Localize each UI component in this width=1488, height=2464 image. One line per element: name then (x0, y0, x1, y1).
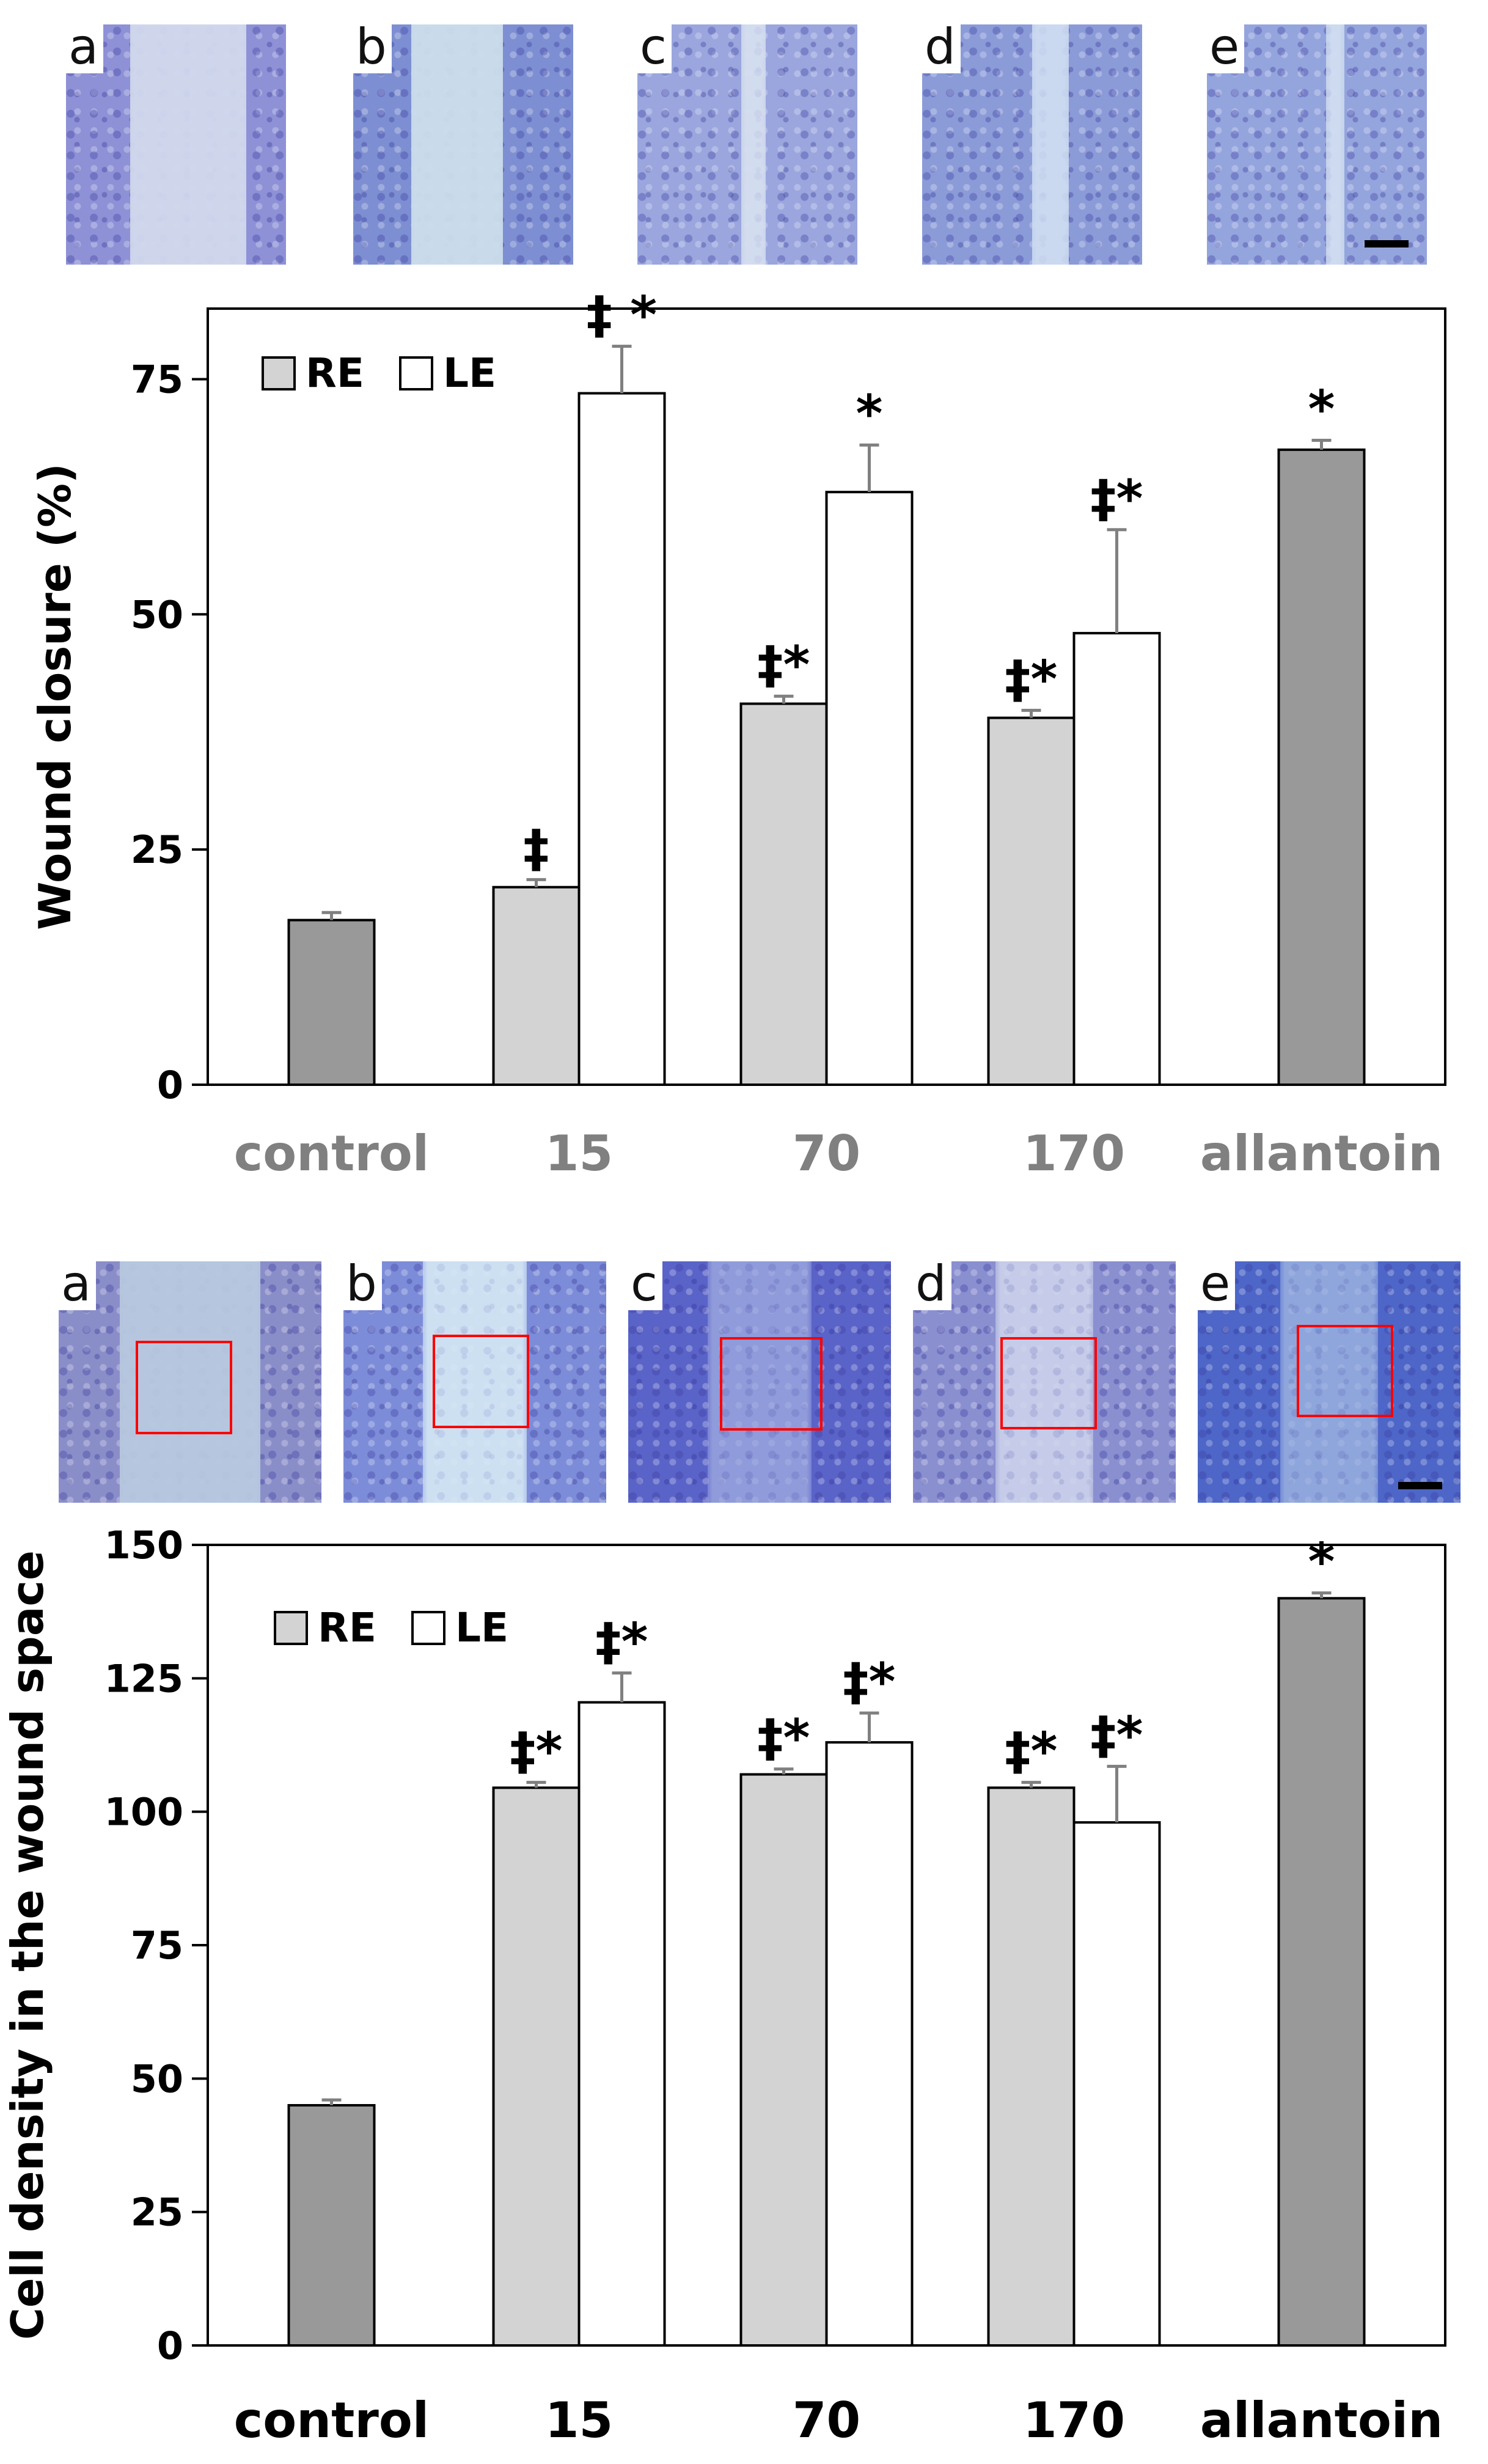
control-bar (287, 2104, 376, 2347)
x-category-label: control (234, 1125, 429, 1182)
significance-marker: ‡* (758, 635, 810, 695)
x-category-label: 15 (545, 2392, 613, 2449)
wound-gap (411, 24, 503, 265)
bottom-panel-label: e (1195, 1258, 1236, 1310)
legend-swatch-le (399, 356, 433, 391)
wound-gap (995, 1261, 1093, 1503)
LE-bar (577, 1701, 666, 2347)
RE-bar (739, 1773, 828, 2347)
y-tick-label: 50 (131, 592, 183, 637)
bottom-panel-e (1198, 1261, 1461, 1503)
significance-marker: ‡* (758, 1708, 810, 1768)
top-panel-label: c (635, 21, 672, 73)
top-panel-label: d (920, 21, 961, 73)
significance-marker: * (856, 384, 883, 444)
significance-marker: ‡* (843, 1652, 896, 1712)
RE-bar (987, 1786, 1076, 2347)
y-axis-label: Wound closure (%) (29, 463, 81, 930)
legend-label-le: LE (455, 1604, 508, 1651)
bottom-panel-b (343, 1261, 606, 1503)
significance-marker: * (1308, 380, 1335, 439)
y-tick-label: 0 (157, 1063, 183, 1107)
control-bar (287, 919, 376, 1087)
LE-bar (1072, 1821, 1161, 2347)
significance-marker: ‡* (596, 1612, 648, 1672)
LE-bar (825, 1741, 914, 2347)
x-category-label: 15 (545, 1125, 613, 1182)
LE-bar (825, 491, 914, 1086)
bottom-panel-d (913, 1261, 1176, 1503)
y-tick-label: 50 (131, 2056, 183, 2101)
x-category-label: allantoin (1200, 1125, 1443, 1182)
x-category-label: 70 (793, 2392, 860, 2449)
wound-gap (1032, 24, 1069, 265)
scale-bar (1365, 240, 1409, 248)
region-of-interest-box (1297, 1325, 1393, 1417)
y-tick-label: 75 (131, 357, 183, 402)
legend-swatch-le (411, 1611, 445, 1645)
y-tick-label: 25 (131, 827, 183, 872)
allantoin-bar (1277, 448, 1366, 1087)
y-tick-label: 75 (131, 1923, 183, 1968)
significance-marker: ‡* (1091, 469, 1143, 529)
RE-bar (739, 702, 828, 1086)
y-tick-label: 100 (104, 1790, 183, 1835)
x-category-label: allantoin (1200, 2392, 1443, 2449)
allantoin-bar (1277, 1597, 1366, 2347)
bottom-panel-label: d (911, 1258, 951, 1310)
wound-gap (423, 1261, 527, 1503)
wound-gap (130, 24, 246, 265)
region-of-interest-box (1000, 1337, 1097, 1429)
region-of-interest-box (433, 1335, 529, 1428)
significance-marker: ‡* (1091, 1705, 1143, 1765)
significance-marker: ‡* (1005, 649, 1058, 709)
wound-gap (741, 24, 766, 265)
legend-swatch-re (274, 1611, 308, 1645)
legend-swatch-re (262, 356, 296, 391)
RE-bar (987, 716, 1076, 1086)
legend-label-re: RE (318, 1604, 376, 1651)
x-category-label: control (234, 2392, 429, 2449)
y-tick-label: 25 (131, 2190, 183, 2235)
bottom-panel-c (628, 1261, 891, 1503)
wound-gap (120, 1261, 260, 1503)
bottom-panel-label: a (56, 1258, 97, 1310)
wound-gap (1280, 1261, 1378, 1503)
bottom-panel-a (59, 1261, 321, 1503)
region-of-interest-box (136, 1341, 232, 1434)
bottom-panel-label: c (626, 1258, 662, 1310)
wound-gap (1326, 24, 1344, 265)
wound-gap (708, 1261, 812, 1503)
x-category-label: 170 (1023, 2392, 1125, 2449)
legend-label-re: RE (306, 350, 364, 397)
wound-closure-chart: 0 25 50 75 Wound closure (%) control 15 70 170 al… (29, 285, 1446, 1182)
top-panel-label: e (1204, 21, 1245, 73)
region-of-interest-box (720, 1337, 823, 1431)
top-panel-label: a (64, 21, 104, 73)
scale-bar (1398, 1482, 1442, 1489)
y-tick-label: 150 (104, 1523, 183, 1568)
significance-marker: ‡ * (587, 285, 657, 345)
x-category-label: 70 (793, 1125, 860, 1182)
significance-marker: ‡* (510, 1722, 563, 1781)
y-tick-label: 125 (104, 1656, 183, 1701)
significance-marker: ‡* (1005, 1722, 1058, 1781)
top-panel-c (637, 24, 857, 265)
top-panel-label: b (351, 21, 392, 73)
significance-marker: ‡ (524, 818, 549, 878)
RE-bar (492, 1786, 581, 2347)
LE-bar (1072, 632, 1161, 1087)
legend-label-le: LE (443, 350, 496, 397)
significance-marker: * (1308, 1532, 1335, 1592)
y-axis-label: Cell density in the wound space (2, 1550, 53, 2340)
y-tick-label: 0 (157, 2323, 183, 2368)
bottom-panel-label: b (341, 1258, 382, 1310)
x-category-label: 170 (1023, 1125, 1125, 1182)
